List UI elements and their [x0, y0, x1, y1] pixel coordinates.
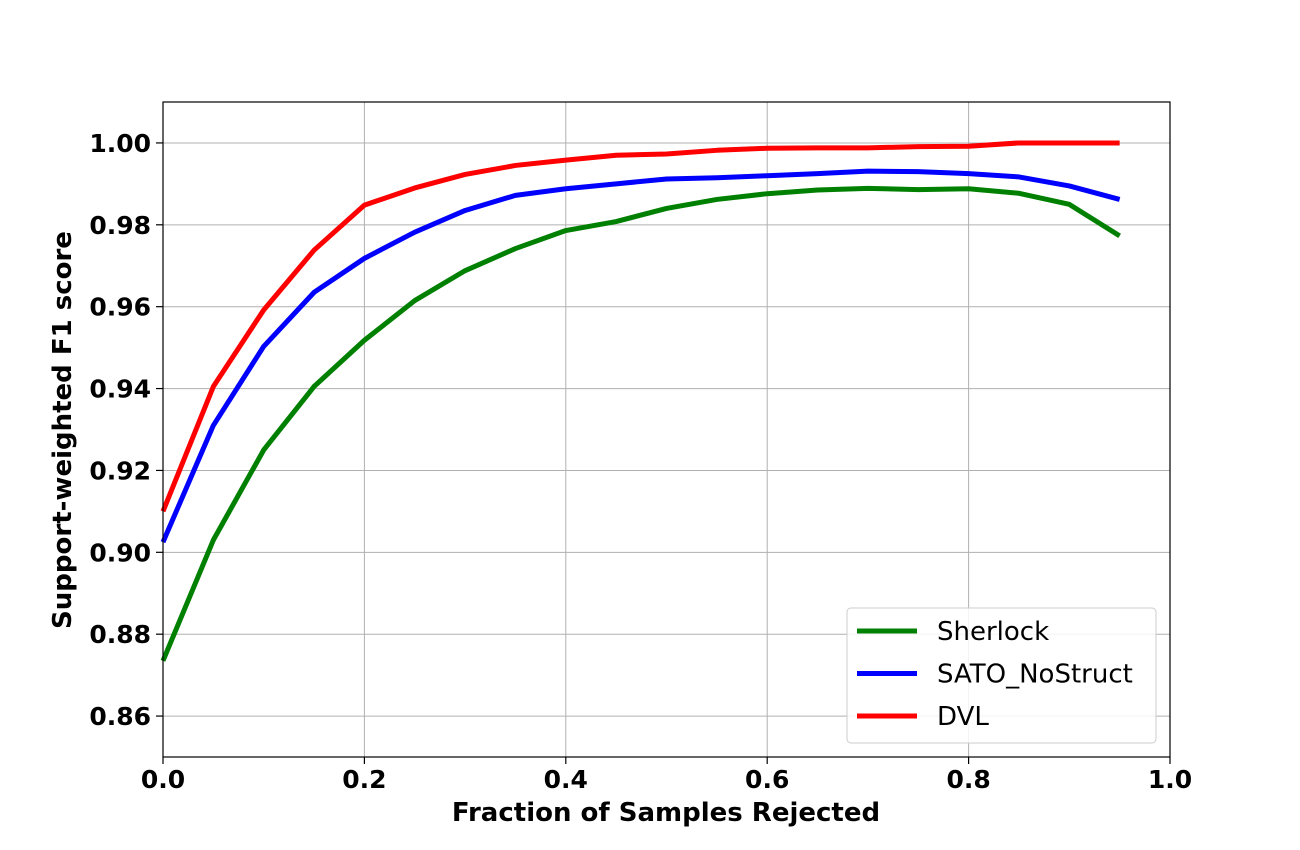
y-tick-label: 1.00 — [89, 129, 151, 158]
y-tick-label: 0.98 — [89, 211, 151, 240]
y-axis-ticks: 0.86 0.88 0.90 0.92 0.94 0.96 0.98 1.00 — [89, 129, 163, 731]
y-tick-label: 0.96 — [89, 293, 151, 322]
legend: Sherlock SATO_NoStruct DVL — [846, 607, 1157, 744]
x-tick-label: 1.0 — [1148, 765, 1192, 794]
x-tick-label: 0.0 — [141, 765, 185, 794]
series-layer — [160, 140, 1121, 662]
series-line-dvl — [160, 140, 1120, 513]
legend-label-sato-nostruct: SATO_NoStruct — [937, 660, 1133, 690]
grid-lines — [162, 102, 1171, 757]
x-tick-label: 0.2 — [342, 765, 386, 794]
series-line-sherlock — [160, 185, 1121, 662]
x-axis-ticks: 0.0 0.2 0.4 0.6 0.8 1.0 — [141, 757, 1192, 794]
x-tick-label: 0.8 — [946, 765, 990, 794]
y-tick-label: 0.88 — [89, 620, 151, 649]
legend-label-dvl: DVL — [937, 702, 989, 732]
y-tick-label: 0.86 — [89, 702, 151, 731]
series-line-sato-nostruct — [160, 168, 1121, 544]
y-tick-label: 0.94 — [89, 375, 151, 404]
y-tick-label: 0.90 — [89, 538, 151, 567]
plot-area-frame — [162, 101, 1171, 758]
y-tick-label: 0.92 — [89, 456, 151, 485]
x-tick-label: 0.4 — [544, 765, 588, 794]
x-tick-label: 0.6 — [745, 765, 789, 794]
legend-box — [846, 607, 1157, 744]
y-axis-title: Support-weighted F1 score — [48, 231, 78, 629]
x-axis-title: Fraction of Samples Rejected — [452, 798, 880, 828]
legend-label-sherlock: Sherlock — [937, 617, 1049, 647]
